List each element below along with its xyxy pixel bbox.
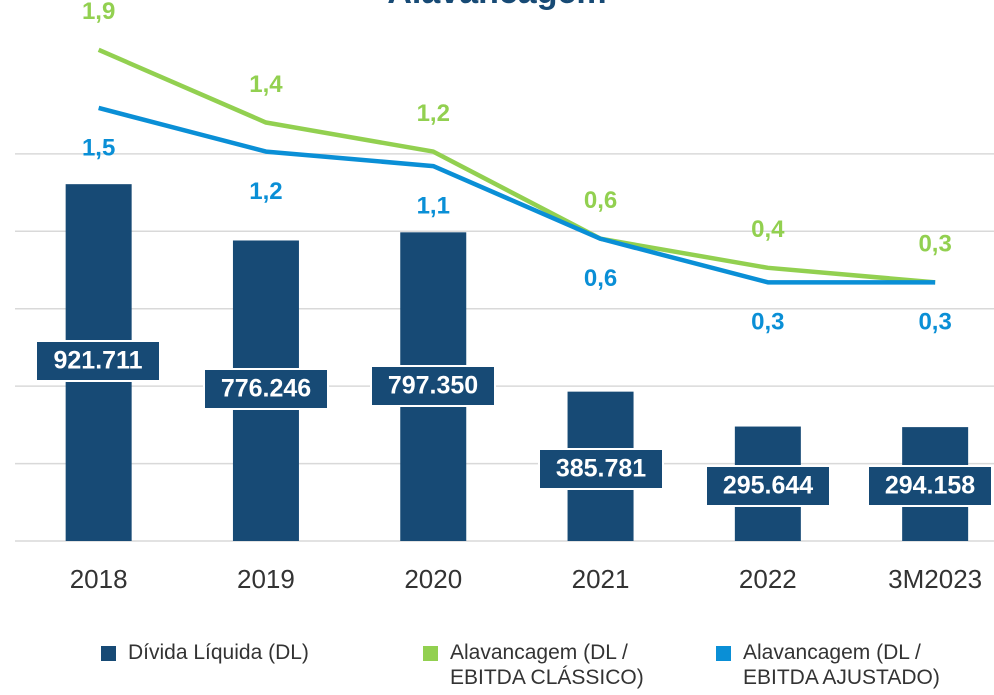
data-label: 0,3: [918, 309, 951, 336]
x-tick-label: 2022: [739, 564, 797, 594]
data-label-text: 385.781: [556, 455, 646, 483]
data-label: 776.246: [203, 368, 329, 410]
x-tick-label: 2020: [404, 564, 462, 594]
data-label: 295.644: [705, 465, 831, 507]
legend-item: Alavancagem (DL / EBITDA CLÁSSICO): [423, 640, 683, 690]
data-label: 1,2: [417, 100, 450, 127]
data-label: 1,1: [417, 192, 450, 219]
data-label-box: [370, 365, 496, 407]
data-label-text: 921.711: [54, 347, 143, 375]
legend-item: Alavancagem (DL / EBITDA AJUSTADO): [716, 640, 986, 690]
data-label-box: [705, 465, 831, 507]
x-tick-label: 2019: [237, 564, 295, 594]
line: [97, 47, 936, 285]
x-tick-label: 2021: [572, 564, 630, 594]
chart: Alavancagem 2018 2019 2020 2021 2022 3M2023 92…: [15, 0, 994, 594]
legend-swatch: [716, 646, 731, 661]
data-label-box: [538, 448, 664, 490]
data-label-text: 294.158: [885, 472, 975, 500]
data-label-text: 776.246: [221, 375, 311, 403]
data-label: 0,6: [584, 187, 617, 214]
legend-swatch: [101, 646, 116, 661]
data-label: 385.781: [538, 448, 664, 490]
legend-label: Dívida Líquida (DL): [128, 641, 309, 664]
x-tick-label: 3M2023: [888, 564, 982, 594]
chart-title: Alavancagem: [387, 0, 606, 11]
data-label-box: [867, 465, 993, 507]
data-label-box: [35, 340, 161, 382]
data-label: 797.350: [370, 365, 496, 407]
data-label: 921.711: [35, 340, 161, 382]
data-label: 1,5: [82, 134, 115, 161]
data-label-text: 797.350: [388, 372, 478, 400]
data-label: 294.158: [867, 465, 993, 507]
x-tick-label: 2018: [70, 564, 128, 594]
data-label: 0,4: [751, 216, 785, 243]
data-label: 0,3: [751, 309, 784, 336]
legend-label: Alavancagem (DL / EBITDA AJUSTADO): [743, 641, 940, 689]
data-label: 1,9: [82, 0, 115, 25]
data-label: 1,4: [249, 71, 283, 98]
legend-label: Alavancagem (DL / EBITDA CLÁSSICO): [450, 641, 644, 689]
legend-swatch: [423, 646, 438, 661]
data-label: 0,3: [918, 231, 951, 258]
data-label-box: [203, 368, 329, 410]
data-label: 0,6: [584, 265, 617, 292]
data-label-text: 295.644: [723, 472, 813, 500]
data-label: 1,2: [249, 178, 282, 205]
line: [98, 105, 936, 285]
legend-item: Dívida Líquida (DL): [101, 640, 361, 665]
